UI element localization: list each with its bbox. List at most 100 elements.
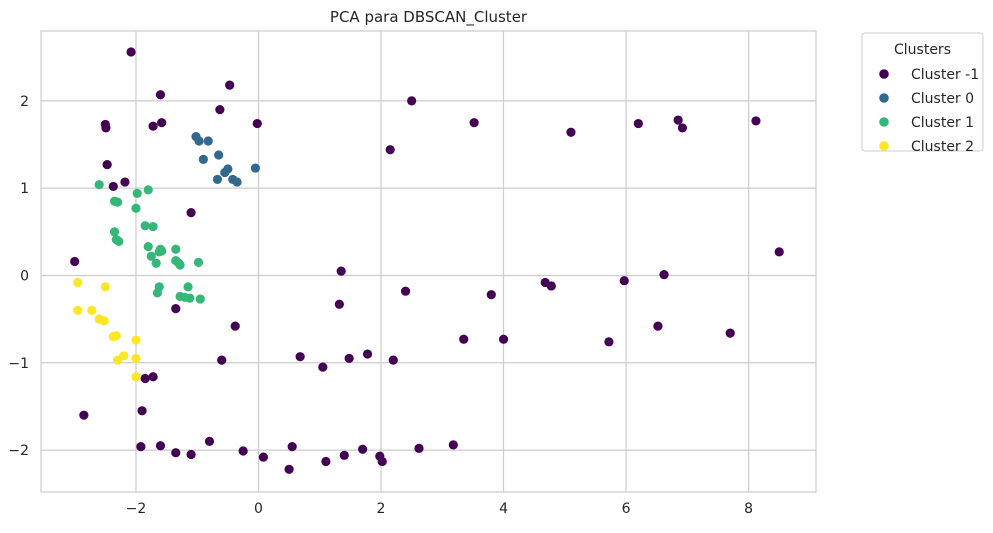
data-point [238, 446, 248, 456]
data-point [284, 464, 294, 474]
legend-title: Clusters [894, 42, 951, 58]
points-layer [70, 47, 784, 474]
series-group [191, 132, 261, 187]
series-group [94, 180, 205, 304]
data-point [175, 260, 185, 270]
data-point [212, 174, 223, 185]
data-point [99, 316, 109, 326]
data-point [100, 282, 110, 292]
data-point [486, 290, 496, 300]
data-point [79, 410, 89, 420]
data-point [619, 276, 629, 286]
data-point [195, 294, 205, 304]
data-point [336, 266, 346, 276]
legend-label: Cluster 1 [911, 115, 974, 131]
y-axis-ticks: −2 −1 0 1 2 [8, 94, 29, 459]
data-point [155, 90, 166, 100]
data-point [131, 335, 141, 345]
x-tick-label: 4 [499, 501, 508, 517]
legend-marker [879, 93, 889, 103]
data-point [157, 118, 167, 128]
data-point [334, 299, 344, 309]
data-point [566, 127, 576, 137]
data-point [677, 123, 688, 133]
data-point [204, 436, 215, 446]
data-point [143, 185, 153, 195]
legend-label: Cluster 0 [911, 91, 974, 107]
data-point [385, 145, 395, 155]
data-point [318, 362, 328, 372]
data-point [131, 372, 141, 382]
data-point [143, 242, 153, 252]
plot-frame [40, 30, 817, 493]
y-tick-label: −2 [8, 443, 29, 459]
data-point [114, 236, 124, 247]
series-group [73, 277, 141, 382]
data-point [171, 448, 181, 458]
data-point [673, 115, 683, 125]
data-point [217, 355, 227, 365]
data-point [171, 244, 181, 254]
data-point [498, 334, 509, 344]
data-point [287, 441, 297, 452]
data-point [377, 456, 387, 467]
data-point [223, 164, 233, 174]
data-point [214, 150, 224, 160]
data-point [131, 353, 141, 364]
data-point [774, 247, 784, 257]
x-tick-label: 8 [744, 501, 753, 517]
data-point [152, 288, 163, 298]
chart-title: PCA para DBSCAN_Cluster [330, 8, 528, 27]
grid-layer [41, 31, 816, 492]
data-point [183, 282, 193, 292]
data-point [193, 257, 204, 267]
data-point [407, 96, 417, 106]
data-point [109, 227, 120, 237]
x-tick-label: 6 [622, 501, 631, 517]
data-point [258, 452, 268, 462]
data-point [132, 188, 142, 198]
data-point [295, 352, 305, 362]
data-point [157, 246, 167, 256]
data-point [344, 353, 354, 364]
data-point [725, 328, 735, 338]
data-point [194, 136, 204, 146]
data-point [321, 456, 331, 467]
data-point [198, 154, 208, 164]
data-point [215, 104, 225, 115]
data-point [136, 441, 146, 452]
data-point [137, 406, 147, 416]
data-point [469, 118, 479, 128]
data-point [146, 251, 156, 261]
data-point [230, 321, 240, 331]
legend-marker [879, 141, 889, 151]
series-group [70, 47, 784, 474]
data-point [148, 121, 158, 131]
data-point [604, 337, 614, 347]
data-point [102, 159, 112, 170]
data-point [171, 304, 181, 314]
y-tick-label: 1 [20, 181, 29, 197]
legend-marker [879, 117, 889, 127]
data-point [148, 372, 158, 382]
data-point [140, 373, 150, 384]
data-point [140, 221, 150, 231]
data-point [119, 351, 129, 361]
data-point [126, 47, 136, 57]
y-tick-label: 2 [20, 94, 29, 110]
x-tick-label: −2 [126, 501, 147, 517]
data-point [111, 331, 121, 341]
x-tick-label: 2 [377, 501, 386, 517]
data-point [414, 443, 424, 453]
data-point [73, 277, 83, 288]
legend-label: Cluster -1 [911, 67, 979, 83]
data-point [186, 208, 196, 218]
legend-items: Cluster -1 Cluster 0 Cluster 1 Cluster 2 [879, 67, 979, 155]
data-point [108, 181, 118, 192]
legend-marker [879, 69, 889, 79]
data-point [101, 123, 111, 133]
data-point [252, 118, 262, 129]
data-point [87, 305, 97, 315]
data-point [94, 180, 104, 190]
